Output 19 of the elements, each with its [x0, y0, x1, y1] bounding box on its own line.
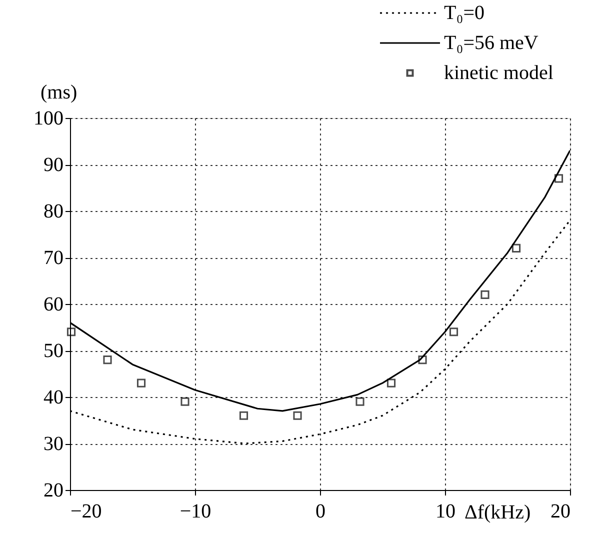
- y-tick-label: 30: [44, 433, 64, 455]
- y-tick-label: 20: [44, 480, 64, 502]
- x-tick-label: 10: [436, 500, 456, 522]
- y-tick-label: 70: [44, 247, 64, 269]
- x-tick-label: 0: [316, 500, 326, 522]
- x-tick-label: 20: [550, 500, 570, 522]
- x-axis-title: Δf(kHz): [464, 502, 531, 524]
- legend-label: kinetic model: [444, 62, 554, 84]
- y-tick-label: 50: [44, 340, 64, 362]
- x-tick-label: −20: [70, 500, 102, 522]
- y-tick-label: 100: [34, 108, 64, 130]
- y-tick-label: 80: [44, 200, 64, 222]
- y-axis-title: (ms): [40, 82, 78, 104]
- legend-label: T₀=0: [444, 2, 484, 24]
- y-tick-label: 90: [44, 154, 64, 176]
- x-tick-label: −10: [180, 500, 212, 522]
- y-tick-label: 60: [44, 294, 64, 316]
- y-tick-label: 40: [44, 386, 64, 408]
- legend-label: T₀=56 meV: [444, 32, 539, 54]
